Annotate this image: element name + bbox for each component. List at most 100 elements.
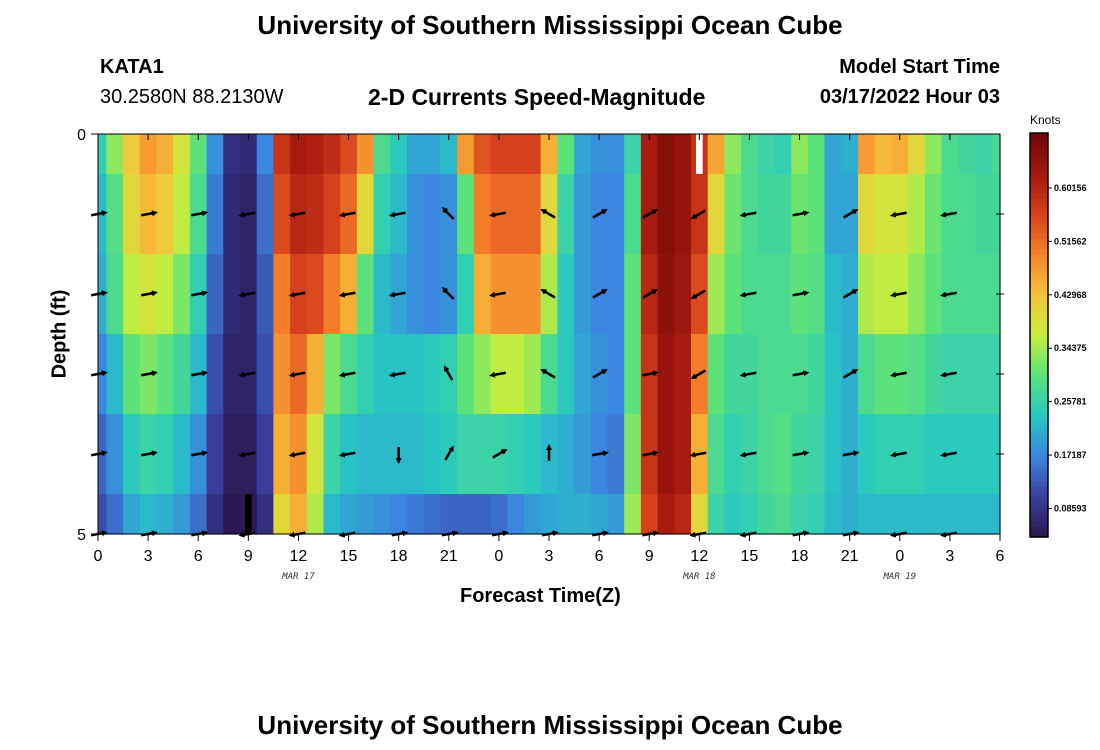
heatmap-cell	[507, 334, 525, 415]
current-arrow	[592, 450, 609, 457]
heatmap-cell	[908, 134, 926, 175]
heatmap-cell	[457, 494, 475, 535]
current-arrow	[338, 291, 356, 298]
heatmap-cell	[306, 254, 325, 335]
heatmap-cell	[707, 254, 725, 335]
colorbar-segment	[1030, 234, 1048, 240]
current-arrow	[690, 289, 707, 300]
heatmap-cell	[757, 254, 776, 335]
colorbar-segment	[1030, 314, 1048, 321]
heatmap-cell	[557, 494, 575, 535]
heatmap-cell	[290, 494, 308, 535]
current-arrow	[690, 369, 707, 380]
heatmap-cell	[724, 414, 742, 495]
x-tick-label: 15	[741, 548, 759, 565]
x-tick-label: 18	[791, 548, 809, 565]
x-tick-label: 6	[194, 548, 203, 565]
heatmap-cell	[557, 254, 575, 335]
x-tick-label: 3	[545, 548, 554, 565]
current-arrow	[444, 445, 454, 461]
colorbar-segment	[1030, 133, 1048, 139]
current-arrow	[441, 286, 455, 300]
colorbar-segment	[1030, 420, 1048, 427]
heatmap-cell	[457, 174, 475, 255]
heatmap-cell	[490, 134, 508, 175]
heatmap-cell	[423, 414, 442, 495]
colorbar-tick-label: 0.25781	[1054, 397, 1087, 407]
heatmap-cell	[774, 174, 792, 255]
colorbar-segment	[1030, 193, 1048, 200]
heatmap-cell	[139, 494, 158, 535]
colorbar-segment	[1030, 501, 1048, 508]
heatmap-cell	[874, 494, 893, 535]
heatmap-cell	[741, 494, 759, 535]
heatmap-cell	[423, 334, 442, 415]
x-axis-label: Forecast Time(Z)	[460, 585, 621, 607]
heatmap-cell	[824, 174, 842, 255]
colorbar-segment	[1030, 350, 1048, 356]
heatmap-cell	[306, 134, 325, 175]
heatmap-cell	[607, 334, 625, 415]
heatmap-cell	[457, 414, 475, 495]
heatmap-cell	[407, 254, 425, 335]
heatmap-cell	[724, 134, 742, 175]
current-arrow	[642, 370, 660, 377]
current-arrow	[540, 289, 556, 299]
heatmap-cell	[423, 174, 442, 255]
colorbar-segment	[1030, 345, 1048, 351]
colorbar-segment	[1030, 476, 1048, 483]
colorbar-segment	[1030, 461, 1048, 467]
colorbar-tick-label: 0.34375	[1054, 343, 1087, 353]
chart-markers	[244, 134, 703, 534]
heatmap-cell	[123, 174, 141, 255]
heatmap-cell	[724, 334, 742, 415]
heatmap-cell	[98, 494, 107, 535]
x-tick-label: 9	[645, 548, 654, 565]
heatmap-cell	[507, 494, 525, 535]
heatmap-cell	[657, 254, 675, 335]
heatmap-cell	[974, 134, 993, 175]
heatmap-cell	[574, 334, 592, 415]
date-label: MAR 18	[682, 572, 716, 582]
heatmap-cell	[98, 134, 107, 175]
heatmap-cell	[206, 174, 224, 255]
heatmap-cell	[540, 494, 558, 535]
current-arrow	[940, 291, 957, 298]
heatmap-cell	[423, 134, 442, 175]
heatmap-cell	[373, 494, 391, 535]
colorbar-segment	[1030, 526, 1048, 533]
heatmap-cell	[173, 494, 191, 535]
heatmap-cell	[574, 174, 592, 255]
colorbar-segment	[1030, 451, 1048, 457]
current-arrow	[842, 208, 859, 219]
current-arrow	[489, 371, 506, 378]
current-arrow	[441, 206, 455, 220]
heatmap-cell	[674, 174, 692, 255]
current-arrow	[689, 451, 707, 458]
heatmap-cell	[473, 134, 492, 175]
y-axis-ticks: 05	[77, 127, 1004, 544]
colorbar-tick-label: 0.42968	[1054, 290, 1087, 300]
heatmap-cell	[858, 174, 876, 255]
heatmap-cell	[223, 134, 241, 175]
current-arrow	[443, 365, 454, 381]
current-arrow	[642, 450, 660, 457]
heatmap-cell	[958, 254, 976, 335]
current-arrow	[940, 451, 957, 458]
heatmap-cell	[757, 174, 776, 255]
heatmap-cell	[807, 254, 826, 335]
colorbar-segment	[1030, 355, 1048, 361]
current-arrow	[842, 288, 859, 299]
heatmap-cell	[958, 334, 976, 415]
heatmap-cell	[407, 334, 425, 415]
colorbar-segment	[1030, 203, 1048, 210]
station-coordinates: 30.2580N 88.2130W	[100, 86, 284, 108]
heatmap-cell	[707, 174, 725, 255]
heatmap-cell	[507, 134, 525, 175]
heatmap-cell	[356, 134, 375, 175]
heatmap-cell	[858, 134, 876, 175]
heatmap-cell	[423, 494, 442, 535]
heatmap-cell	[908, 254, 926, 335]
heatmap-cell	[256, 494, 274, 535]
heatmap-cell	[874, 254, 893, 335]
